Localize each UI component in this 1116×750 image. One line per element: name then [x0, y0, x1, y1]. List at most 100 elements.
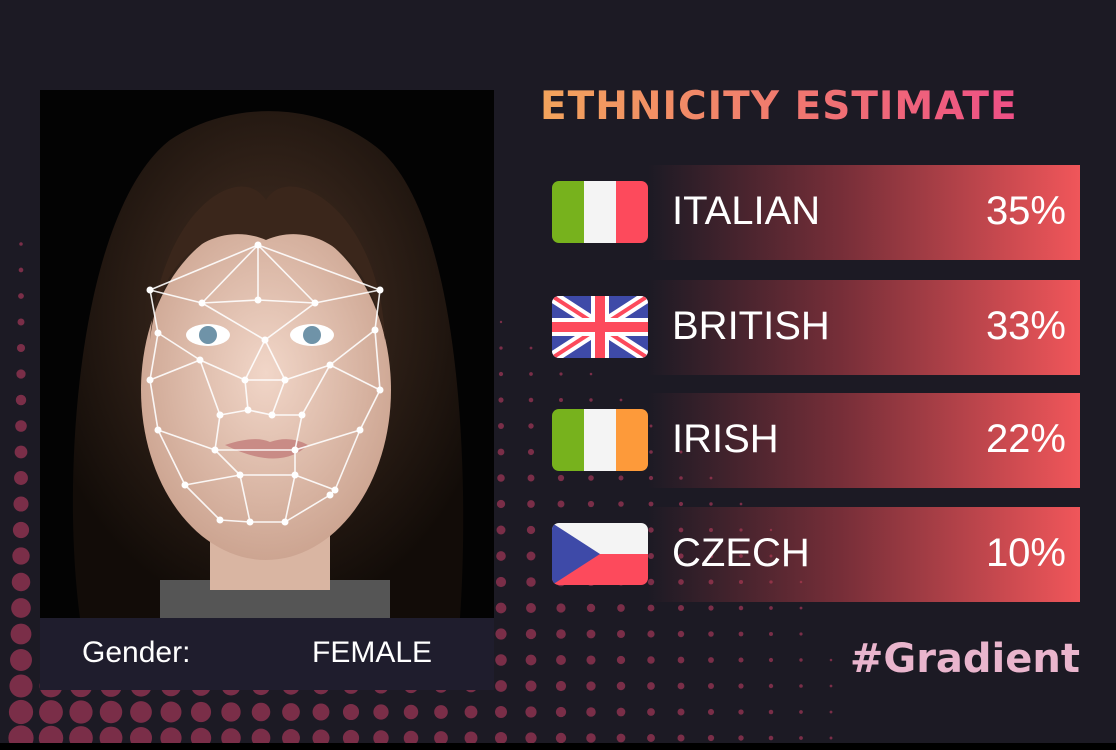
- decor-dot: [768, 657, 774, 663]
- mesh-point: [376, 286, 384, 294]
- decor-dot: [434, 705, 448, 719]
- decor-dot: [799, 606, 803, 610]
- mesh-line: [157, 332, 201, 361]
- mesh-point: [236, 471, 244, 479]
- mesh-point: [268, 411, 276, 419]
- czech-flag-icon: [552, 523, 648, 585]
- decor-dot: [14, 471, 28, 485]
- decor-dot: [738, 605, 744, 611]
- decor-dot: [13, 496, 29, 512]
- decor-dot: [529, 346, 533, 350]
- mesh-line: [201, 299, 259, 304]
- decor-dot: [559, 372, 563, 376]
- decor-dot: [677, 734, 685, 742]
- decor-dot: [738, 735, 744, 741]
- decor-dot: [342, 703, 360, 721]
- decor-dot: [677, 630, 685, 638]
- mesh-line: [244, 339, 266, 381]
- decor-dot: [559, 398, 563, 402]
- decor-dot: [647, 708, 655, 716]
- decor-dot: [11, 598, 31, 618]
- decor-dot: [495, 654, 507, 666]
- decor-dot: [617, 630, 625, 638]
- decor-dot: [556, 655, 566, 665]
- mesh-line: [247, 409, 273, 416]
- mesh-line: [157, 429, 186, 486]
- decor-dot: [555, 680, 567, 692]
- mesh-line: [149, 289, 203, 304]
- decor-dot: [799, 710, 803, 714]
- mesh-point: [216, 516, 224, 524]
- decor-dot: [69, 700, 93, 724]
- decor-dot: [19, 242, 23, 246]
- mesh-line: [359, 389, 381, 431]
- decor-dot: [525, 654, 537, 666]
- mesh-point: [331, 486, 339, 494]
- decor-dot: [708, 657, 714, 663]
- decor-dot: [529, 372, 533, 376]
- decor-dot: [829, 736, 833, 740]
- decor-dot: [616, 655, 626, 665]
- mesh-line: [149, 244, 259, 291]
- decor-dot: [251, 702, 271, 722]
- mesh-line: [199, 359, 221, 416]
- decor-dot: [403, 704, 419, 720]
- decor-dot: [555, 732, 567, 744]
- mesh-point: [244, 406, 252, 414]
- mesh-point: [326, 361, 334, 369]
- mesh-point: [254, 296, 262, 304]
- decor-dot: [528, 423, 534, 429]
- mesh-point: [254, 241, 262, 249]
- result-row-czech: CZECH 10%: [552, 507, 1080, 602]
- decor-dot: [221, 702, 241, 722]
- decor-dot: [16, 369, 26, 379]
- decor-dot: [677, 656, 685, 664]
- decor-dot: [586, 629, 596, 639]
- ethnicity-percent: 33%: [985, 304, 1066, 348]
- decor-dot: [618, 501, 624, 507]
- decor-dot: [16, 343, 26, 353]
- decor-dot: [678, 501, 684, 507]
- mesh-point: [241, 376, 249, 384]
- decor-dot: [497, 474, 505, 482]
- decor-dot: [708, 631, 714, 637]
- decor-dot: [586, 681, 596, 691]
- mesh-point: [326, 491, 334, 499]
- mesh-line: [149, 289, 159, 334]
- decor-dot: [312, 703, 330, 721]
- decor-dot: [707, 734, 715, 742]
- ethnicity-name: CZECH: [672, 531, 810, 575]
- decor-dot: [556, 629, 566, 639]
- decor-dot: [768, 709, 774, 715]
- decor-dot: [499, 320, 503, 324]
- decor-dot: [586, 603, 596, 613]
- decor-dot: [647, 656, 655, 664]
- decor-dot: [9, 674, 33, 698]
- mesh-line: [301, 364, 331, 416]
- mesh-line: [257, 244, 381, 291]
- decor-dot: [586, 733, 596, 743]
- mesh-line: [199, 359, 246, 381]
- ethnicity-name: BRITISH: [672, 304, 830, 348]
- mesh-line: [257, 299, 316, 304]
- mesh-line: [184, 474, 241, 486]
- decor-dot: [557, 474, 565, 482]
- decor-dot: [829, 658, 833, 662]
- mesh-line: [271, 379, 286, 416]
- mesh-point: [211, 446, 219, 454]
- decor-dot: [282, 703, 300, 721]
- decor-dot: [527, 500, 535, 508]
- decor-dot: [769, 606, 773, 610]
- decor-dot: [799, 736, 803, 740]
- decor-dot: [587, 500, 595, 508]
- decor-dot: [618, 475, 624, 481]
- decor-dot: [495, 680, 507, 692]
- result-bar: [648, 507, 1080, 602]
- decor-dot: [526, 551, 536, 561]
- mesh-line: [334, 429, 361, 491]
- mesh-point: [246, 518, 254, 526]
- mesh-point: [146, 286, 154, 294]
- mesh-line: [239, 474, 251, 523]
- decor-dot: [17, 318, 25, 326]
- mesh-point: [291, 471, 299, 479]
